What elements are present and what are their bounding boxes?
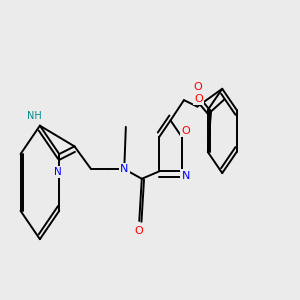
Text: O: O — [182, 126, 190, 136]
Text: N: N — [120, 164, 128, 174]
Text: N: N — [54, 167, 61, 177]
Text: O: O — [193, 82, 202, 92]
Text: N: N — [182, 170, 190, 181]
Text: O: O — [194, 94, 203, 103]
Text: NH: NH — [27, 111, 41, 121]
Text: O: O — [135, 226, 144, 236]
